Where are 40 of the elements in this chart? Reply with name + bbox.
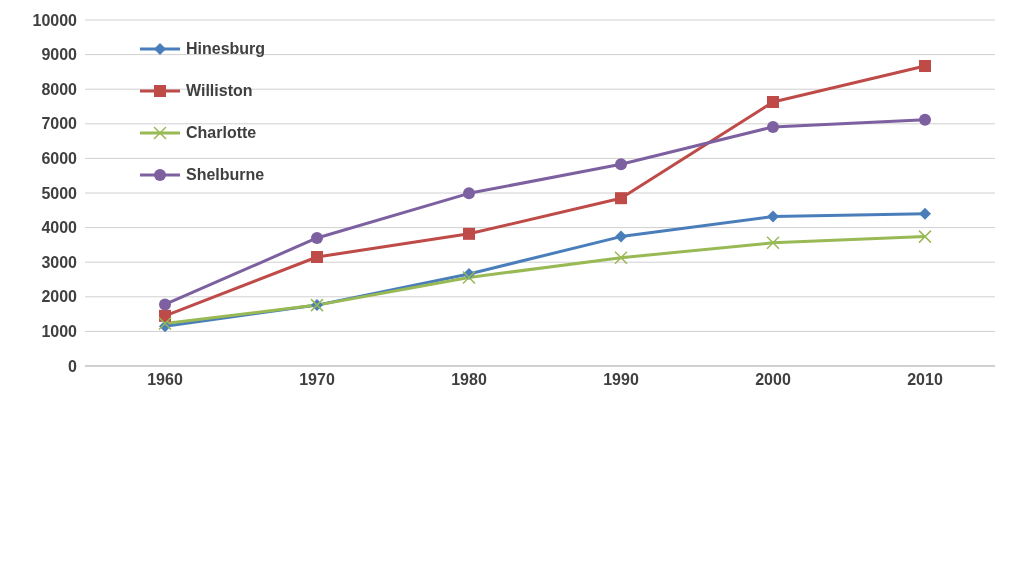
y-tick-label: 8000 (41, 80, 78, 98)
point (919, 207, 931, 220)
point (463, 227, 475, 240)
point (615, 230, 627, 243)
legend-label: Williston (186, 82, 253, 100)
y-tick-label: 3000 (41, 253, 78, 271)
y-tick-label: 2000 (41, 288, 78, 306)
point (311, 231, 323, 244)
x-tick-label: 2000 (755, 371, 791, 389)
y-tick-label: 6000 (41, 150, 78, 168)
x-tick-label: 1960 (147, 371, 183, 389)
point (918, 229, 932, 244)
x-tick-label: 1970 (299, 371, 335, 389)
point (766, 236, 780, 250)
y-tick-label: 9000 (41, 46, 78, 64)
legend-label: Shelburne (186, 166, 265, 184)
y-tick-label: 10000 (32, 11, 78, 29)
point (463, 187, 475, 200)
point (615, 158, 627, 171)
point (311, 251, 323, 264)
y-tick-label: 5000 (41, 184, 78, 202)
legend-label: Charlotte (186, 124, 257, 142)
point (919, 60, 931, 73)
y-tick-label: 0 (68, 357, 78, 375)
x-tick-label: 1980 (451, 371, 487, 389)
point (159, 298, 171, 311)
y-tick-label: 7000 (41, 115, 78, 133)
point (615, 192, 627, 205)
point (767, 210, 779, 223)
x-tick-label: 1990 (603, 371, 639, 389)
point (462, 270, 476, 285)
legend-label: Hinesburg (186, 40, 266, 58)
y-tick-label: 4000 (41, 219, 78, 237)
x-tick-label: 2010 (907, 371, 943, 389)
point (614, 250, 628, 265)
point (919, 113, 931, 126)
point (767, 96, 779, 108)
y-tick-label: 1000 (41, 323, 78, 341)
point (767, 120, 779, 133)
point (158, 316, 172, 331)
